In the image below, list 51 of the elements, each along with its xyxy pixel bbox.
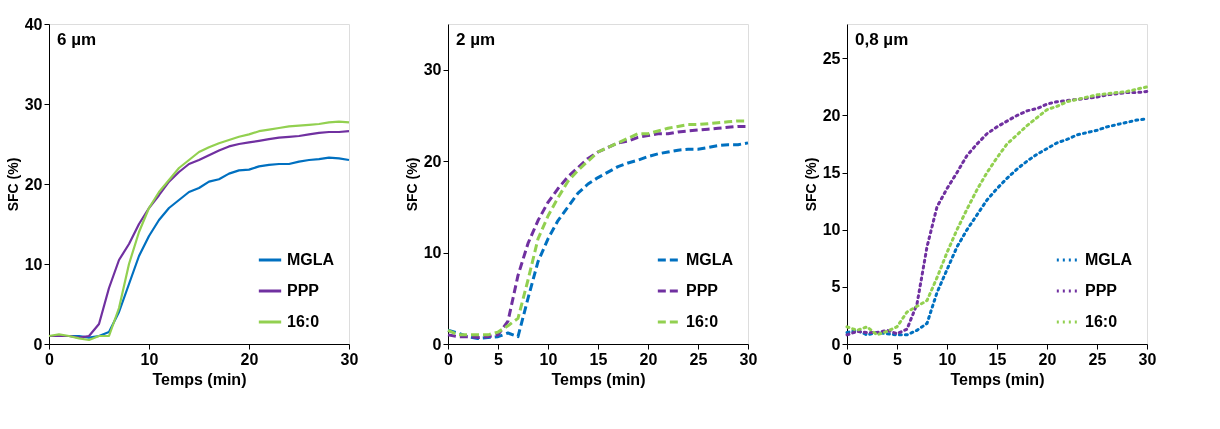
x-tick-label: 10 — [140, 350, 159, 368]
x-tick-label: 15 — [988, 350, 1007, 368]
chart-title: 6 µm — [57, 30, 97, 49]
x-tick-label: 30 — [340, 350, 359, 368]
x-tick-label: 5 — [494, 350, 504, 368]
y-tick-label: 0 — [831, 335, 841, 353]
legend-label: PPP — [686, 282, 719, 299]
x-tick-label: 20 — [639, 350, 658, 368]
y-tick-label: 0 — [432, 335, 442, 353]
chart-title: 2 µm — [456, 30, 496, 49]
x-tick-label: 10 — [938, 350, 957, 368]
x-tick-label: 0 — [843, 350, 853, 368]
legend-label: MGLA — [686, 251, 734, 268]
y-tick-label: 20 — [24, 175, 43, 193]
x-axis-title: Temps (min) — [950, 370, 1045, 388]
x-tick-label: 0 — [444, 350, 454, 368]
chart-title: 0,8 µm — [855, 30, 909, 49]
y-tick-label: 0 — [33, 335, 43, 353]
y-tick-label: 10 — [24, 255, 43, 273]
x-tick-label: 25 — [689, 350, 708, 368]
y-tick-label: 5 — [831, 278, 841, 296]
legend-label: PPP — [287, 282, 320, 299]
x-tick-label: 20 — [1038, 350, 1057, 368]
y-tick-label: 25 — [822, 49, 841, 67]
y-tick-label: 10 — [822, 221, 841, 239]
x-tick-label: 5 — [893, 350, 903, 368]
x-tick-label: 0 — [45, 350, 55, 368]
y-tick-label: 10 — [423, 244, 442, 262]
x-tick-label: 20 — [240, 350, 259, 368]
x-tick-label: 15 — [589, 350, 608, 368]
legend-label: 16:0 — [287, 313, 320, 330]
x-tick-label: 10 — [539, 350, 558, 368]
y-axis-title: SFC (%) — [403, 157, 420, 212]
legend-label: PPP — [1085, 282, 1118, 299]
legend-label: MGLA — [287, 251, 335, 268]
legend-label: MGLA — [1085, 251, 1133, 268]
x-axis-title: Temps (min) — [152, 370, 247, 388]
x-tick-label: 25 — [1088, 350, 1107, 368]
y-tick-label: 30 — [423, 61, 442, 79]
y-tick-label: 40 — [24, 15, 43, 33]
x-axis-title: Temps (min) — [551, 370, 646, 388]
legend-label: 16:0 — [1085, 313, 1118, 330]
y-tick-label: 20 — [822, 106, 841, 124]
x-tick-label: 30 — [1138, 350, 1157, 368]
x-tick-label: 30 — [739, 350, 758, 368]
y-axis-title: SFC (%) — [4, 157, 21, 212]
y-axis-title: SFC (%) — [802, 157, 819, 212]
y-tick-label: 30 — [24, 95, 43, 113]
y-tick-label: 20 — [423, 152, 442, 170]
legend-label: 16:0 — [686, 313, 719, 330]
y-tick-label: 15 — [822, 164, 841, 182]
